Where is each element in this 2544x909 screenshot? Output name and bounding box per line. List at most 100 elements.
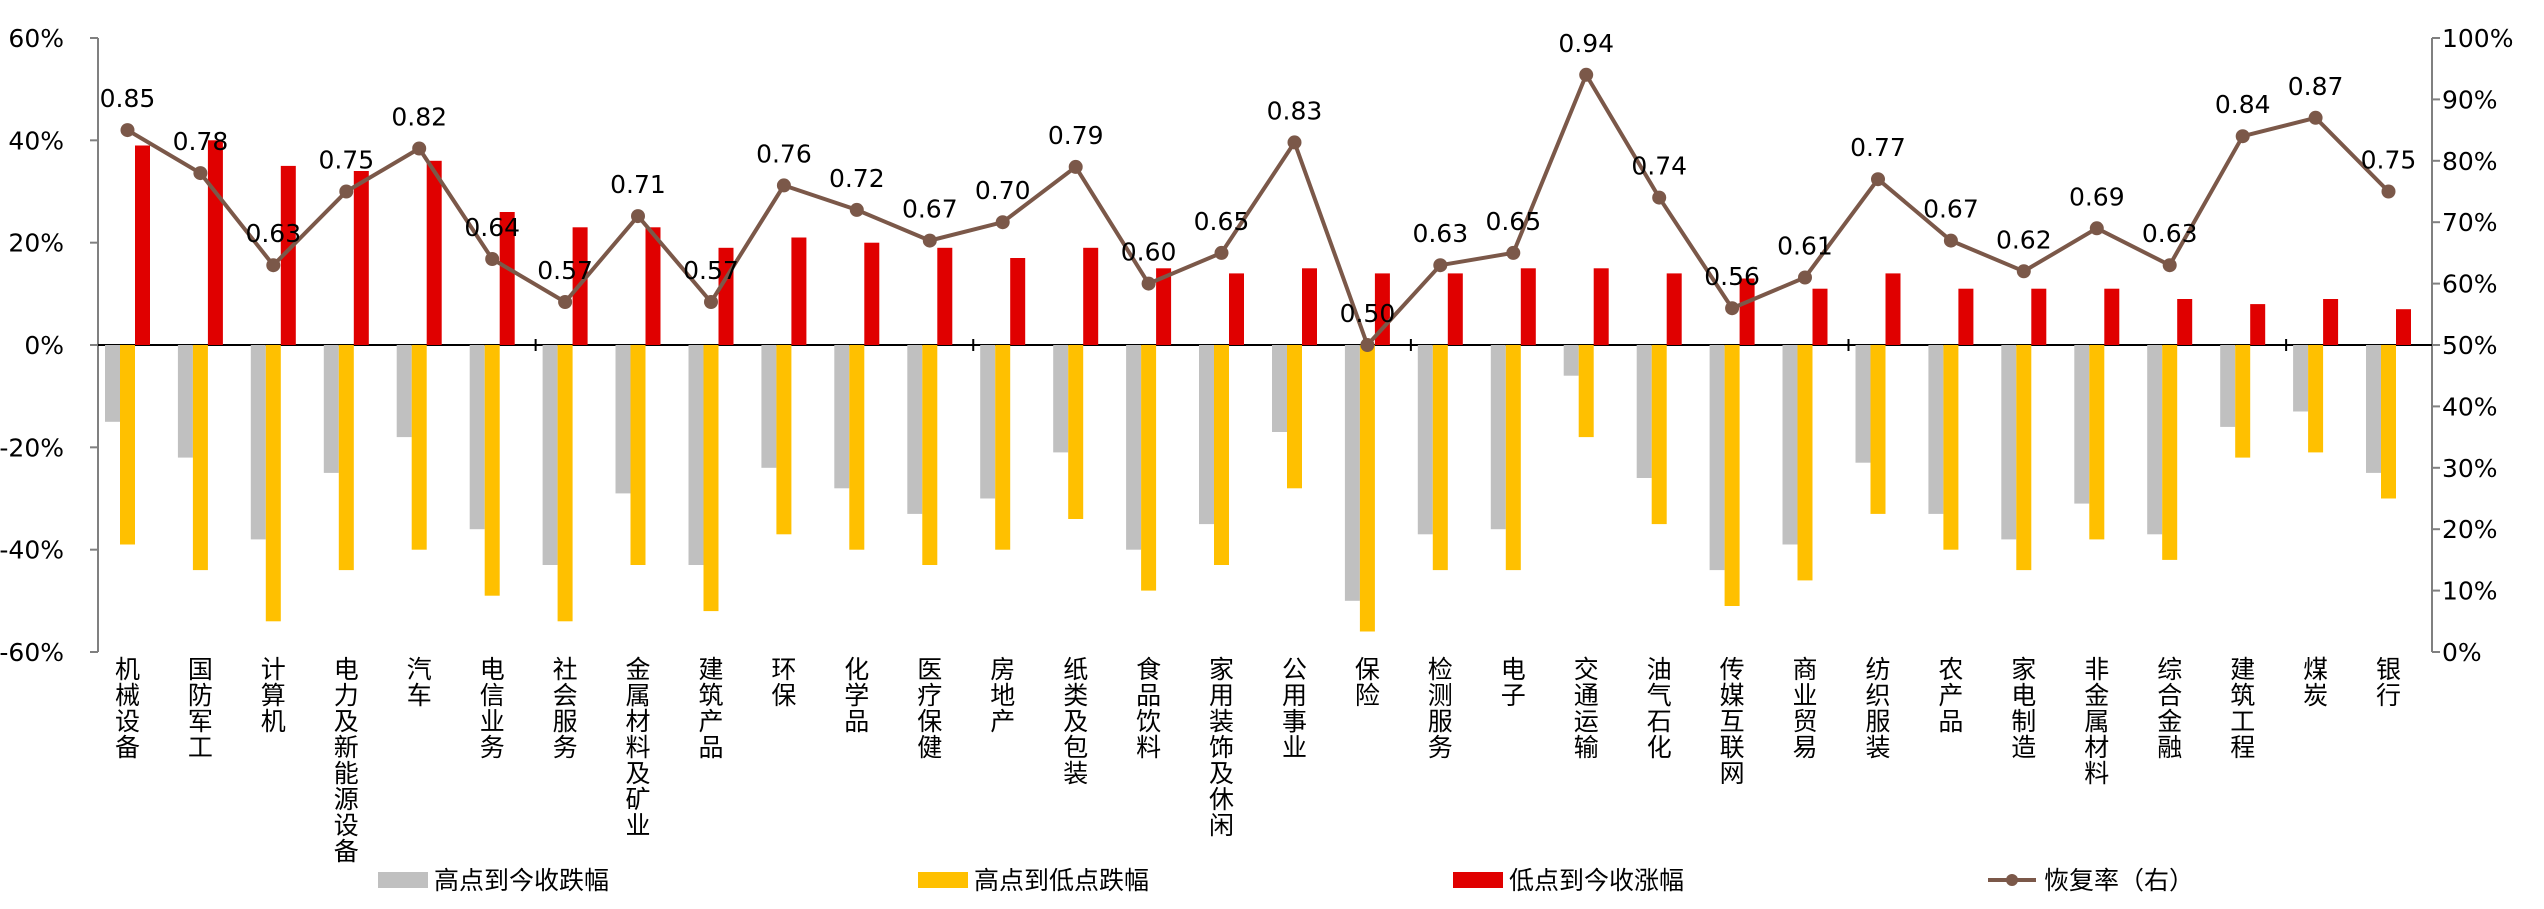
bar-low-to-close — [2031, 288, 2047, 345]
bar-low-to-close — [1447, 273, 1463, 345]
recovery-rate-point — [339, 184, 354, 199]
category-label: 食品饮料 — [1136, 655, 1161, 762]
recovery-rate-point — [704, 295, 718, 309]
category-label: 环保 — [771, 655, 796, 710]
recovery-rate-label: 0.60 — [1121, 238, 1177, 267]
bar-high-to-low — [1578, 345, 1594, 438]
bar-high-to-close — [980, 345, 996, 499]
bar-high-to-low — [411, 345, 427, 550]
bar-high-to-close — [177, 345, 193, 458]
category-label: 医疗保健 — [917, 655, 942, 762]
recovery-rate-point — [1360, 338, 1375, 352]
recovery-rate-point — [558, 295, 573, 309]
category-label: 电子 — [1501, 655, 1526, 710]
recovery-rate-point — [2381, 184, 2396, 199]
left-tick-label: 60% — [8, 24, 64, 53]
recovery-rate-point — [2016, 264, 2031, 279]
bar-low-to-close — [2396, 309, 2411, 345]
recovery-rate-label: 0.69 — [2069, 182, 2125, 211]
category-label: 家用装饰及休闲 — [1209, 655, 1234, 840]
right-tick-label: 0% — [2442, 638, 2482, 667]
bar-low-to-close — [499, 212, 515, 345]
recovery-rate-point — [1652, 190, 1667, 205]
recovery-rate-line — [126, 70, 2390, 349]
bar-high-to-close — [323, 345, 339, 473]
bar-high-to-low — [1432, 345, 1448, 571]
bar-low-to-close — [2177, 299, 2193, 345]
left-tick-label: -40% — [0, 536, 64, 565]
category-label: 汽车 — [407, 655, 432, 710]
right-tick-label: 50% — [2442, 331, 2498, 360]
bar-low-to-close — [645, 227, 661, 345]
category-label: 非金属材料 — [2084, 655, 2109, 788]
bar-high-to-close — [1709, 345, 1725, 571]
category-label: 农产品 — [1938, 655, 1963, 736]
bar-high-to-low — [338, 345, 354, 571]
bar-high-to-low — [1651, 345, 1667, 525]
recovery-rate-label: 0.64 — [464, 213, 520, 242]
right-tick-label: 30% — [2442, 454, 2498, 483]
category-label: 煤炭 — [2303, 655, 2328, 710]
bar-high-to-close — [1855, 345, 1871, 463]
legend-low-to-close: 低点到今收涨幅 — [1453, 866, 1684, 895]
recovery-rate-label: 0.85 — [100, 84, 156, 113]
legend-label: 低点到今收涨幅 — [1509, 866, 1684, 895]
category-label: 化学品 — [844, 655, 869, 736]
recovery-rate-point — [1287, 135, 1302, 150]
recovery-rate-label: 0.57 — [683, 256, 739, 285]
bar-high-to-close — [688, 345, 704, 565]
recovery-rate-point — [922, 233, 937, 248]
recovery-rate-label: 0.57 — [537, 256, 593, 285]
legend-label: 恢复率（右） — [2044, 866, 2194, 895]
bar-low-to-close — [1156, 268, 1172, 346]
axes-layer: -60% -40% -20% 0% 20% 40% 60% 0% 10% 20% 30% 40% 50%… — [0, 24, 2513, 667]
bars-layer — [105, 140, 2411, 632]
recovery-rate-label: 0.71 — [610, 170, 666, 199]
legend-high-to-low: 高点到低点跌幅 — [918, 866, 1149, 895]
category-label: 计算机 — [261, 655, 286, 736]
bar-high-to-low — [849, 345, 865, 550]
bar-low-to-close — [1958, 288, 1974, 345]
recovery-rate-label: 0.62 — [1996, 225, 2052, 254]
bar-high-to-low — [776, 345, 792, 535]
recovery-rate-label: 0.67 — [1923, 195, 1979, 224]
legend-high-to-close: 高点到今收跌幅 — [378, 866, 609, 895]
recovery-rate-label: 0.65 — [1194, 207, 1250, 236]
recovery-rate-point — [1214, 245, 1229, 260]
right-tick-label: 70% — [2442, 208, 2498, 237]
category-label: 纸类及包装 — [1063, 655, 1088, 788]
bar-high-to-low — [630, 345, 646, 565]
recovery-rate-point — [1068, 159, 1083, 174]
left-tick-label: 20% — [8, 229, 64, 258]
bar-high-to-close — [1417, 345, 1433, 535]
recovery-rate-label: 0.63 — [1412, 219, 1468, 248]
bar-high-to-low — [1797, 345, 1813, 581]
bar-low-to-close — [2323, 299, 2339, 345]
bar-low-to-close — [135, 145, 150, 345]
bar-high-to-close — [1636, 345, 1652, 478]
recovery-rate-label: 0.83 — [1267, 96, 1323, 125]
bar-low-to-close — [2104, 288, 2120, 345]
bar-low-to-close — [1885, 273, 1901, 345]
bar-low-to-close — [937, 247, 953, 345]
recovery-rate-label: 0.79 — [1048, 121, 1104, 150]
recovery-rate-point — [995, 215, 1010, 230]
legend-swatch — [918, 872, 968, 888]
bar-high-to-low — [1359, 345, 1375, 632]
bar-high-to-close — [1928, 345, 1944, 514]
bar-high-to-low — [1943, 345, 1959, 550]
recovery-rate-point — [1433, 258, 1448, 273]
bar-low-to-close — [864, 242, 880, 345]
right-tick-label: 90% — [2442, 85, 2498, 114]
bar-high-to-close — [542, 345, 558, 565]
bar-low-to-close — [353, 171, 369, 345]
category-label: 商业贸易 — [1792, 655, 1817, 762]
left-tick-label: -20% — [0, 433, 64, 462]
legend-swatch — [1453, 872, 1503, 888]
bar-low-to-close — [1520, 268, 1536, 346]
bar-high-to-low — [2016, 345, 2032, 571]
bar-low-to-close — [1666, 273, 1682, 345]
left-tick-label: -60% — [0, 638, 64, 667]
recovery-rate-label: 0.72 — [829, 164, 885, 193]
bar-low-to-close — [1083, 247, 1099, 345]
